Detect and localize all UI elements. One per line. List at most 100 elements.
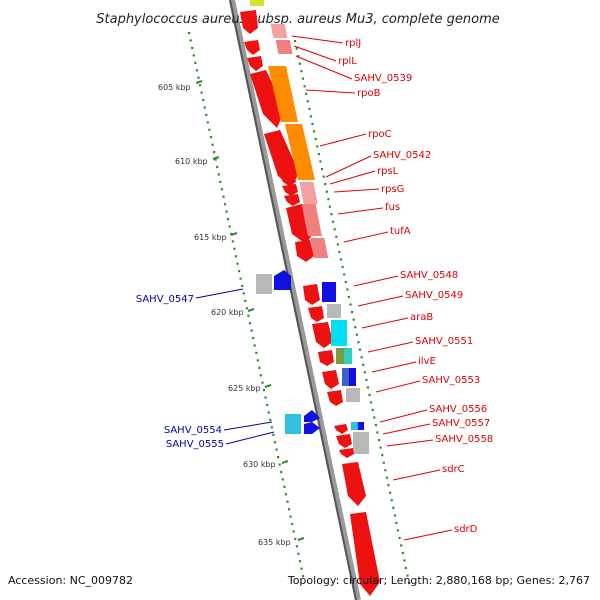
gene-ilvE <box>322 370 339 389</box>
track-tick <box>377 439 381 442</box>
track-tick <box>275 448 278 451</box>
track-tick <box>313 130 316 133</box>
label-SAHV_0542: SAHV_0542 <box>373 150 431 161</box>
track-tick <box>389 491 392 494</box>
track-tick <box>277 456 280 459</box>
track-tick <box>347 295 350 299</box>
track-tick <box>269 418 272 421</box>
label-rpoC: rpoC <box>368 129 392 140</box>
genome-backbone <box>229 0 361 600</box>
track-tick <box>252 337 255 340</box>
track-tick <box>332 220 335 223</box>
gene-SAHV_0547-gray <box>256 274 272 294</box>
gene-SAHV_0553 <box>327 390 343 406</box>
label-rplL: rplL <box>338 56 357 67</box>
track-tick <box>267 411 270 414</box>
track-tick <box>241 284 244 288</box>
track-tick <box>341 265 344 268</box>
gene-features <box>240 0 380 596</box>
track-tick <box>358 348 362 351</box>
track-tick <box>324 183 327 186</box>
track-tick <box>303 85 306 88</box>
track-tick <box>338 250 341 253</box>
track-tick <box>346 288 349 291</box>
track-tick <box>259 374 262 377</box>
track-tick <box>390 499 393 502</box>
track-tick <box>205 113 208 116</box>
accession-text: Accession: NC_009782 <box>8 574 134 587</box>
track-tick <box>298 560 302 563</box>
track-tick <box>400 544 403 547</box>
track-tick <box>370 401 373 404</box>
gene-rpoB <box>250 70 285 128</box>
track-tick <box>376 431 379 434</box>
track-tick <box>286 500 289 503</box>
track-tick <box>314 137 317 141</box>
track-tick <box>362 363 365 366</box>
label-sdrD: sdrD <box>454 524 478 535</box>
track-tick <box>382 461 385 464</box>
track-tick <box>197 76 200 79</box>
track-tick <box>242 292 245 295</box>
gene-sdrD <box>350 512 380 596</box>
track-tick <box>256 359 259 362</box>
track-tick <box>339 258 343 261</box>
track-tick <box>344 280 347 284</box>
gene-rpoC-orange <box>285 124 315 180</box>
label-rpsG: rpsG <box>381 184 404 195</box>
track-tick <box>368 393 371 396</box>
major-ticks-left <box>195 80 305 541</box>
track-tick <box>191 46 194 50</box>
gene-rpsL <box>282 184 298 196</box>
track-tick <box>365 378 368 381</box>
gene-SAHV_0556-cyan <box>351 422 358 430</box>
gene-SAHV_0549-gray <box>327 304 341 318</box>
kbp-label-635: 635 kbp <box>258 538 291 547</box>
kbp-label-615: 615 kbp <box>194 233 227 242</box>
track-tick <box>398 536 401 539</box>
track-tick <box>283 485 286 488</box>
gene-SAHV_0542 <box>280 174 296 186</box>
track-tick <box>305 92 308 95</box>
track-tick <box>244 299 247 302</box>
label-rpoB: rpoB <box>357 88 381 99</box>
track-tick <box>248 322 252 325</box>
gene-rplL <box>244 40 260 55</box>
track-tick <box>294 537 297 540</box>
gene-fus <box>286 204 314 244</box>
gene-ilvE-blue2 <box>349 368 356 386</box>
track-tick <box>291 522 294 526</box>
track-tick <box>270 426 273 429</box>
track-tick <box>216 165 219 169</box>
track-tick <box>308 107 311 110</box>
track-tick <box>403 559 406 562</box>
track-tick <box>381 454 384 457</box>
track-tick <box>309 115 312 118</box>
label-sdrC: sdrC <box>442 464 465 475</box>
label-fus: fus <box>385 202 400 213</box>
track-tick <box>250 329 253 332</box>
kbp-label-620: 620 kbp <box>211 308 244 317</box>
track-tick <box>227 218 230 221</box>
track-tick <box>366 386 369 389</box>
track-tick <box>336 243 339 246</box>
label-tufA: tufA <box>390 226 411 237</box>
track-tick <box>289 515 292 518</box>
gene-rpoC <box>264 130 299 188</box>
track-tick <box>354 326 357 329</box>
label-SAHV_0558: SAHV_0558 <box>435 434 493 445</box>
track-tick <box>393 514 396 517</box>
track-tick <box>253 344 256 347</box>
track-tick <box>247 314 250 317</box>
kbp-label-625: 625 kbp <box>228 384 261 393</box>
dotted-tick-track-right <box>294 40 411 585</box>
track-tick <box>349 303 352 306</box>
track-tick <box>363 371 366 374</box>
label-SAHV_0554: SAHV_0554 <box>164 425 222 436</box>
gene-SAHV_0547-blue <box>274 270 291 290</box>
track-tick <box>278 463 281 466</box>
gene-SAHV_0551-green <box>336 348 344 364</box>
track-tick <box>373 416 376 419</box>
